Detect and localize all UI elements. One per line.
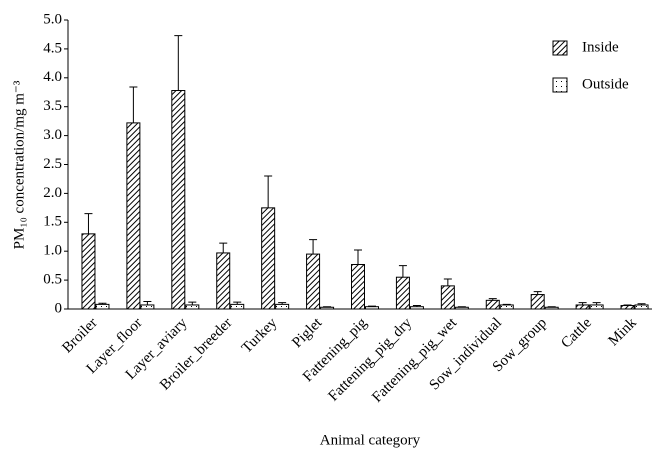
error-bar bbox=[219, 242, 228, 253]
error-bar bbox=[412, 305, 421, 307]
bar bbox=[499, 304, 514, 310]
error-bar bbox=[533, 291, 542, 295]
error-bar bbox=[309, 239, 318, 255]
bar bbox=[95, 303, 110, 310]
bar bbox=[261, 207, 276, 310]
error-bar bbox=[488, 298, 497, 301]
error-bar bbox=[623, 304, 632, 306]
error-bar bbox=[129, 86, 138, 123]
error-bar bbox=[368, 305, 376, 307]
error-bar bbox=[637, 303, 646, 305]
error-bar bbox=[323, 306, 332, 308]
x-tick-label: Broiler bbox=[59, 315, 100, 356]
error-bar bbox=[502, 303, 511, 305]
bar bbox=[440, 285, 455, 310]
error-bar bbox=[443, 278, 452, 286]
bar bbox=[634, 304, 649, 310]
error-bar bbox=[188, 301, 197, 305]
bar bbox=[275, 303, 290, 310]
bar bbox=[351, 263, 365, 310]
y-axis-title: PM₁₀ concentration/mg m⁻³ bbox=[11, 80, 27, 249]
bar bbox=[216, 252, 231, 310]
bar bbox=[409, 306, 424, 310]
bar bbox=[454, 306, 469, 310]
y-tick-label: 4.5 bbox=[43, 40, 62, 56]
bar bbox=[620, 305, 635, 310]
y-tick-label: 1.5 bbox=[43, 214, 62, 230]
error-bar bbox=[578, 302, 587, 305]
bar bbox=[140, 304, 155, 310]
error-bar bbox=[278, 302, 287, 305]
bar bbox=[185, 304, 200, 310]
y-tick-label: 0 bbox=[55, 300, 63, 316]
x-tick-label: Turkey bbox=[239, 315, 281, 357]
error-bar bbox=[398, 265, 407, 278]
error-bar bbox=[264, 175, 273, 208]
x-tick-label: Fattening_pig_dry bbox=[326, 315, 416, 405]
y-tick-label: 1.0 bbox=[43, 243, 62, 259]
error-bar bbox=[84, 213, 93, 234]
y-tick-label: 3.0 bbox=[43, 127, 62, 143]
bar bbox=[589, 304, 604, 310]
x-tick-label: Piglet bbox=[289, 314, 326, 351]
error-bar bbox=[457, 306, 466, 308]
y-tick-label: 0.5 bbox=[43, 272, 62, 288]
legend-swatch bbox=[552, 40, 568, 56]
y-tick-label: 5.0 bbox=[43, 11, 62, 27]
error-bar bbox=[233, 301, 242, 305]
bar bbox=[81, 233, 96, 310]
bar bbox=[306, 253, 321, 310]
bar bbox=[171, 90, 186, 310]
error-bar bbox=[592, 302, 601, 305]
bar bbox=[544, 306, 559, 310]
bar bbox=[126, 122, 141, 310]
error-bar bbox=[98, 302, 107, 305]
y-tick-label: 2.0 bbox=[43, 185, 62, 201]
bar bbox=[575, 304, 590, 310]
x-tick-label: Fattening_pig_wet bbox=[369, 314, 460, 405]
bar bbox=[365, 306, 379, 310]
bar bbox=[395, 276, 410, 310]
y-tick-label: 2.5 bbox=[43, 156, 62, 172]
y-tick-label: 3.5 bbox=[43, 98, 62, 114]
bar bbox=[485, 299, 500, 310]
legend-label: Inside bbox=[582, 39, 619, 55]
legend-label: Outside bbox=[582, 76, 629, 92]
error-bar bbox=[143, 300, 152, 305]
x-tick-label: Mink bbox=[605, 315, 640, 350]
x-axis-title: Animal category bbox=[320, 432, 421, 448]
legend-swatch bbox=[552, 77, 568, 93]
error-bar bbox=[174, 35, 183, 91]
error-bar bbox=[354, 249, 362, 265]
bar bbox=[320, 306, 335, 310]
y-tick-label: 4.0 bbox=[43, 69, 62, 85]
bar bbox=[530, 294, 545, 310]
bar bbox=[230, 303, 245, 310]
x-tick-label: Cattle bbox=[558, 315, 595, 352]
error-bar bbox=[547, 306, 556, 308]
